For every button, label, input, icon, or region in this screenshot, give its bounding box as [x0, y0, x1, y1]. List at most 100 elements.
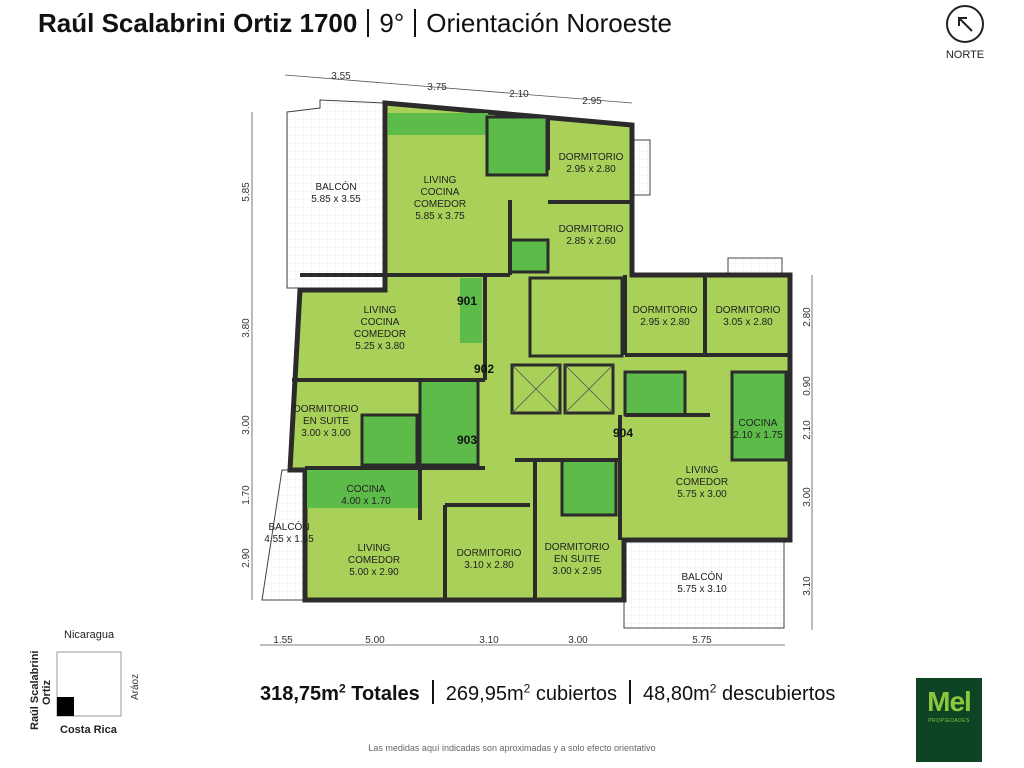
room-size: 3.00 x 3.00 — [301, 428, 351, 439]
kitchen-903 — [307, 470, 420, 508]
room-size: 4.55 x 1.55 — [264, 534, 314, 545]
room-label: DORMITORIO — [457, 548, 522, 559]
covered-area: 269,95m — [445, 683, 524, 705]
total-area: 318,75m — [260, 683, 339, 705]
street-west: Raúl Scalabrini — [29, 651, 41, 730]
room-size: 2.10 x 1.75 — [733, 430, 783, 441]
unit-sup: 2 — [709, 681, 717, 696]
room-size: 3.10 x 2.80 — [464, 560, 514, 571]
dimension-label: 2.80 — [802, 307, 813, 327]
uncovered-label: descubiertos — [721, 683, 836, 705]
room-label: LIVING — [424, 175, 457, 186]
bathroom-901 — [485, 115, 549, 177]
room-label: COCINA — [421, 187, 460, 198]
dimension-label: 2.95 — [582, 96, 602, 107]
room-size: 3.00 x 2.95 — [552, 566, 602, 577]
unit-number: 904 — [613, 426, 633, 440]
divider — [431, 680, 434, 704]
location-map — [56, 651, 122, 717]
room-label: COCINA — [739, 418, 778, 429]
room-size: 2.95 x 2.80 — [640, 317, 690, 328]
area-totals: 318,75m2 Totales 269,95m2 cubiertos 48,80m… — [260, 680, 835, 706]
logo-sub: PROPIEDADES — [928, 718, 970, 724]
dimension-label: 3.80 — [241, 318, 252, 338]
unit-number: 902 — [474, 362, 494, 376]
dimension-label: 1.70 — [241, 485, 252, 505]
room-size: 4.00 x 1.70 — [341, 496, 391, 507]
room-label: COMEDOR — [676, 477, 728, 488]
interior-walls — [292, 103, 790, 600]
dimension-label: 3.00 — [241, 415, 252, 435]
unit-number: 901 — [457, 294, 477, 308]
dimension-label: 2.90 — [241, 548, 252, 568]
divider — [414, 9, 417, 37]
building-marker — [57, 697, 74, 716]
stairs — [528, 276, 624, 358]
room-label: DORMITORIO — [294, 404, 359, 415]
total-label: Totales — [351, 683, 420, 705]
brand-logo: Mel PROPIEDADES — [916, 678, 982, 762]
room-label: LIVING — [686, 465, 719, 476]
dimension-label: 5.85 — [241, 182, 252, 202]
logo-name: Mel — [927, 686, 972, 717]
dimension-label: 3.10 — [479, 635, 499, 646]
unit-number: 903 — [457, 433, 477, 447]
uncovered-area: 48,80m — [643, 683, 710, 705]
kitchen-901 — [388, 113, 488, 135]
dimension-label: 3.00 — [568, 635, 588, 646]
room-label: EN SUITE — [554, 554, 600, 565]
divider — [367, 9, 370, 37]
orientation: Orientación Noroeste — [426, 8, 672, 38]
room-label: LIVING — [358, 543, 391, 554]
disclaimer: Las medidas aquí indicadas son aproximad… — [368, 743, 656, 753]
kitchen-902 — [460, 278, 482, 343]
arrow-up-left-icon — [946, 5, 984, 43]
bathroom-904 — [623, 370, 687, 417]
dimension-label: 3.10 — [802, 576, 813, 596]
balcony-small-901 — [631, 139, 651, 196]
street-north: Nicaragua — [64, 629, 115, 641]
north-indicator: NORTE — [945, 5, 985, 61]
bathroom-901-b — [508, 238, 550, 274]
room-size: 5.00 x 2.90 — [349, 567, 399, 578]
page-title: Raúl Scalabrini Ortiz 1700 9° Orientación … — [38, 8, 672, 39]
street-west-2: Ortiz — [41, 679, 53, 705]
room-label: COCINA — [347, 484, 386, 495]
room-size: 5.85 x 3.75 — [415, 211, 465, 222]
divider — [629, 680, 632, 704]
room-size: 3.05 x 2.80 — [723, 317, 773, 328]
kitchen-904 — [730, 370, 788, 462]
floor: 9° — [379, 8, 405, 38]
room-label: COCINA — [361, 317, 400, 328]
dimension-label: 2.10 — [802, 420, 813, 440]
room-label: COMEDOR — [348, 555, 400, 566]
room-label: BALCÓN — [315, 180, 356, 193]
room-label: BALCÓN — [268, 520, 309, 533]
room-size: 2.85 x 2.60 — [566, 236, 616, 247]
room-label: EN SUITE — [303, 416, 349, 427]
address: Raúl Scalabrini Ortiz 1700 — [38, 8, 358, 38]
unit-sup: 2 — [523, 681, 531, 696]
room-label: LIVING — [364, 305, 397, 316]
street-south: Costa Rica — [60, 724, 117, 736]
dimension-label: 2.10 — [509, 89, 529, 100]
room-label: DORMITORIO — [559, 224, 624, 235]
room-label: BALCÓN — [681, 570, 722, 583]
room-label: DORMITORIO — [559, 152, 624, 163]
dimension-label: 1.55 — [273, 635, 293, 646]
room-size: 5.85 x 3.55 — [311, 194, 361, 205]
dimension-label: 5.75 — [692, 635, 712, 646]
dimension-label: 3.75 — [427, 82, 447, 93]
room-size: 5.75 x 3.10 — [677, 584, 727, 595]
dimension-lines — [251, 74, 813, 646]
room-size: 2.95 x 2.80 — [566, 164, 616, 175]
room-size: 5.25 x 3.80 — [355, 341, 405, 352]
room-label: DORMITORIO — [633, 305, 698, 316]
room-label: COMEDOR — [414, 199, 466, 210]
north-label: NORTE — [945, 49, 985, 61]
covered-label: cubiertos — [535, 683, 618, 705]
room-size: 5.75 x 3.00 — [677, 489, 727, 500]
room-label: DORMITORIO — [716, 305, 781, 316]
street-east: Aráoz — [130, 674, 141, 700]
bathroom-902-b — [418, 378, 480, 467]
